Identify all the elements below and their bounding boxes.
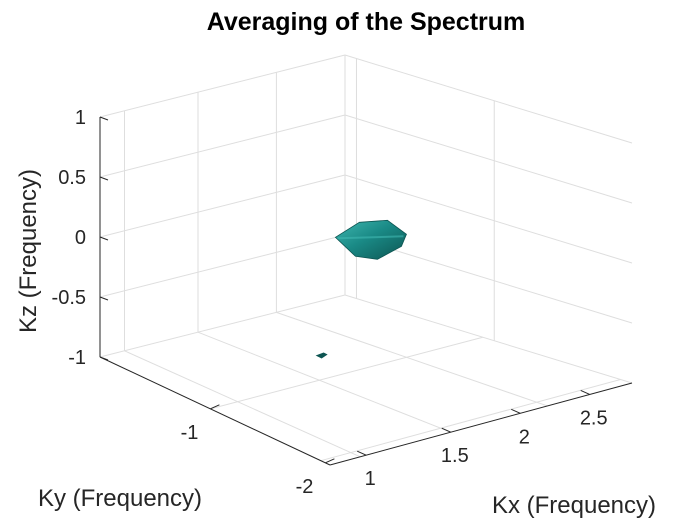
y-axis-label: Ky (Frequency)	[38, 485, 202, 512]
z-tick-mark	[99, 356, 109, 361]
x-axis-label: Kx (Frequency)	[492, 492, 656, 519]
z-tick-mark	[99, 296, 109, 301]
z-tick-mark	[99, 176, 109, 181]
y-axis-line	[99, 356, 331, 466]
y-tick-label: -1	[181, 422, 199, 444]
isosurface-main-highlight	[337, 235, 404, 240]
z-tick-label: 0.5	[58, 167, 86, 189]
grid-line	[99, 54, 346, 118]
grid-line	[344, 114, 633, 204]
x-tick-label: 2.5	[580, 407, 608, 429]
z-tick-label: -1	[68, 347, 86, 369]
grid-line	[320, 378, 621, 462]
x-tick-label: 1	[365, 468, 376, 490]
grid-line	[344, 174, 633, 264]
z-tick-label: -0.5	[52, 287, 86, 309]
x-tick-mark	[357, 450, 367, 456]
grid-line	[99, 294, 346, 358]
x-tick-mark	[511, 408, 521, 414]
grid-line	[99, 174, 346, 238]
grid-line	[276, 311, 548, 407]
grid-line	[344, 54, 633, 144]
x-axis-line	[329, 382, 633, 466]
grid	[99, 54, 633, 462]
z-axis-label: Kz (Frequency)	[15, 169, 42, 333]
grid-line	[344, 294, 633, 384]
x-axis-ticks: 1 1.5 2 2.5	[357, 390, 608, 490]
z-axis-ticks: -1 -0.5 0 0.5 1	[52, 107, 109, 369]
z-tick-label: 0	[75, 227, 86, 249]
grid-line	[124, 350, 361, 458]
y-tick-label: -2	[296, 476, 314, 498]
axes	[99, 117, 633, 466]
isosurface-main	[334, 219, 407, 260]
isosurfaces	[315, 219, 407, 359]
chart-title: Averaging of the Spectrum	[207, 8, 526, 36]
x-tick-mark	[580, 390, 590, 395]
isosurface-small	[315, 352, 328, 359]
z-tick-label: 1	[75, 107, 86, 129]
y-axis-ticks: -2 -1	[181, 404, 335, 498]
y-tick-mark	[325, 458, 335, 464]
grid-line	[99, 234, 346, 298]
x-tick-label: 2	[519, 426, 530, 448]
grid-line	[210, 336, 483, 410]
x-tick-label: 1.5	[441, 445, 469, 467]
z-tick-mark	[99, 116, 109, 121]
grid-line	[197, 331, 451, 433]
x-tick-mark	[441, 427, 452, 433]
y-tick-mark	[210, 404, 220, 410]
z-tick-mark	[99, 236, 109, 241]
grid-line	[99, 114, 346, 178]
